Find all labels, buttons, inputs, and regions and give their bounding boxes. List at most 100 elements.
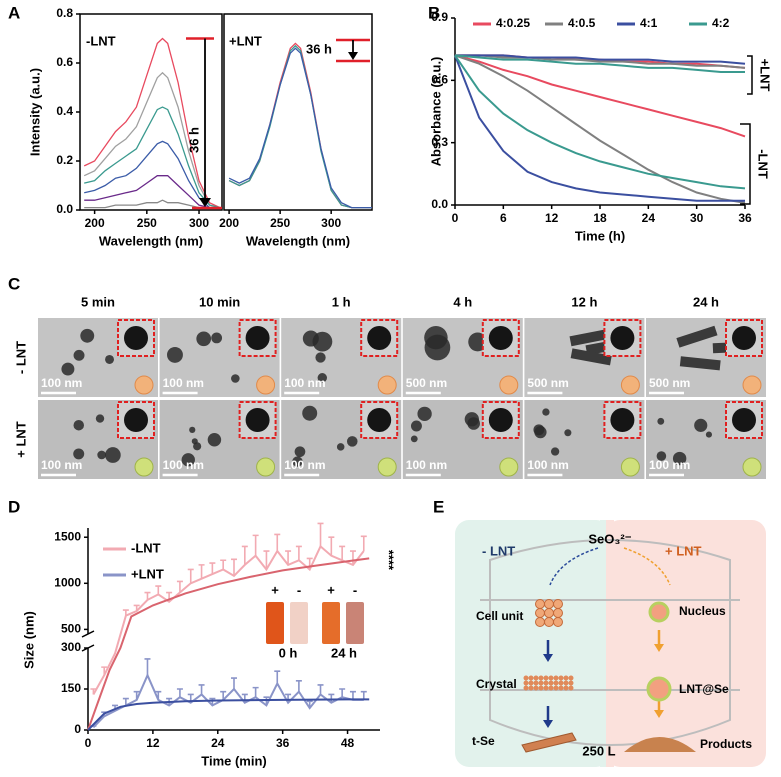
error-bar — [306, 700, 313, 709]
scale-bar-label: 100 nm — [406, 458, 447, 472]
error-bar — [339, 545, 346, 561]
y-tick-label: 0.4 — [56, 104, 73, 118]
y-tick-label: 0.6 — [56, 55, 73, 69]
atom — [553, 608, 563, 618]
scale-bar-label: 500 nm — [649, 376, 690, 390]
particle — [336, 443, 345, 451]
right-title: + LNT — [665, 543, 702, 558]
atom — [544, 608, 554, 618]
bracket — [740, 123, 751, 205]
series-line — [454, 54, 745, 73]
x-axis-label: Time (h) — [575, 228, 625, 243]
atom — [553, 680, 559, 686]
particle — [80, 328, 95, 343]
annotation: -LNT — [756, 149, 771, 179]
series-line — [228, 44, 372, 209]
particle — [569, 328, 611, 347]
arrow — [549, 547, 599, 586]
x-axis-label: Wavelength (nm) — [99, 233, 203, 248]
atom — [568, 685, 574, 691]
x-tick-label: 300 — [321, 216, 341, 230]
error-bar — [198, 564, 205, 579]
particle — [73, 448, 85, 460]
error-bar — [317, 522, 324, 547]
atom — [533, 680, 539, 686]
schematic — [742, 375, 762, 395]
fit-line — [87, 557, 370, 731]
series-line — [84, 140, 220, 209]
inset-particle — [124, 326, 148, 350]
inset-particle — [488, 408, 513, 432]
series-line — [455, 54, 746, 65]
error-bar — [295, 545, 302, 561]
scale-bar-label: 100 nm — [163, 376, 204, 390]
particle — [302, 405, 318, 421]
panel-label: B — [428, 3, 440, 22]
y-tick-label: 0.6 — [431, 73, 448, 87]
x-tick-label: 6 — [500, 211, 507, 225]
series-line — [228, 47, 372, 209]
series-line — [454, 55, 745, 202]
atom — [535, 617, 545, 627]
error-bar — [198, 684, 205, 695]
particle — [705, 431, 712, 438]
scale-bar-label: 100 nm — [41, 458, 82, 472]
step: Cell unit — [476, 609, 523, 623]
error-bar — [306, 557, 313, 570]
bracket — [747, 55, 753, 95]
schematic — [256, 375, 276, 395]
particle — [181, 453, 195, 467]
atom — [548, 680, 554, 686]
step: Crystal — [476, 677, 517, 691]
particle — [97, 450, 107, 460]
x-tick-label: 30 — [690, 211, 704, 225]
y-tick-label: 1000 — [54, 575, 81, 589]
x-tick-label: 24 — [642, 211, 656, 225]
y-tick-label: 0 — [74, 722, 81, 736]
error-bar — [144, 658, 151, 676]
panel-label: A — [8, 3, 20, 22]
inset-label: - — [297, 582, 301, 597]
series-line — [228, 42, 372, 209]
arrow-head — [654, 710, 664, 718]
atom — [568, 680, 574, 686]
particle — [424, 334, 451, 361]
atom — [528, 675, 534, 681]
atom — [543, 685, 549, 691]
left-title: - LNT — [482, 543, 515, 558]
error-bar — [241, 693, 248, 703]
inset-particle — [367, 326, 392, 350]
inset-label: 24 h — [331, 645, 357, 660]
error-bar — [231, 677, 237, 689]
legend-label: 4:2 — [712, 16, 730, 30]
error-bar — [220, 559, 227, 570]
y-axis-label: Size (nm) — [21, 611, 36, 669]
y-tick-label: 0.3 — [431, 135, 448, 149]
atom — [558, 685, 564, 691]
particle — [207, 432, 222, 447]
error-bar — [263, 550, 270, 570]
x-tick-label: 12 — [146, 736, 160, 750]
inset-particle — [245, 408, 270, 432]
y-tick-label: 0.9 — [431, 10, 448, 24]
error-bar — [144, 591, 151, 600]
atom — [563, 675, 569, 681]
x-tick-label: 200 — [219, 216, 239, 230]
x-tick-label: 0 — [85, 736, 92, 750]
step: LNT@Se — [679, 682, 729, 696]
series-line — [454, 54, 746, 190]
atom — [535, 608, 545, 618]
error-bar — [133, 604, 140, 611]
error-bar — [176, 580, 183, 593]
arrow-head — [543, 654, 553, 662]
particle — [410, 420, 422, 432]
y-tick-label: 0.2 — [56, 153, 73, 167]
error-bar — [176, 688, 183, 698]
inset-particle — [732, 408, 756, 432]
step: Products — [700, 737, 752, 751]
series-line — [455, 54, 746, 69]
annotation: -LNT — [86, 33, 116, 48]
particle — [676, 325, 718, 348]
bg-left — [455, 520, 610, 767]
